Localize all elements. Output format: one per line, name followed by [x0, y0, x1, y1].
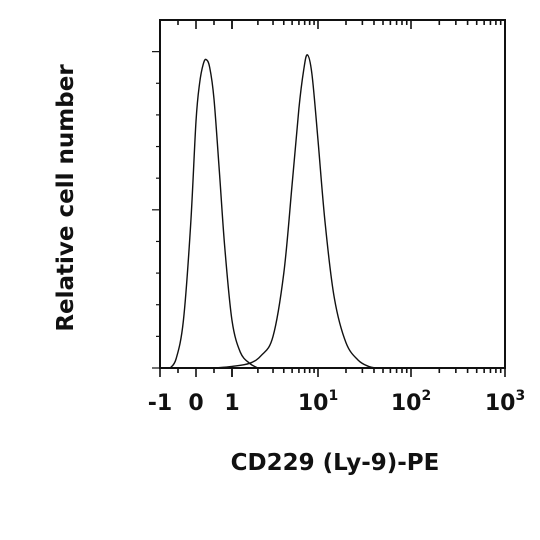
x-tick-label: 102 — [391, 388, 431, 416]
series-layer — [169, 54, 377, 369]
plot-border — [159, 19, 506, 369]
x-axis-title: CD229 (Ly-9)-PE — [231, 450, 440, 476]
histogram-curve-stained — [213, 54, 377, 369]
plot-frame — [159, 19, 506, 369]
y-axis-title: Relative cell number — [53, 64, 79, 332]
x-tick-label: 101 — [298, 388, 338, 416]
x-axis-tick-labels: -1 0 1 101 102 103 — [148, 388, 525, 416]
x-tick-label: 1 — [224, 391, 239, 416]
x-tick-label: -1 — [148, 391, 172, 416]
x-axis-ticks — [152, 20, 506, 377]
x-tick-label: 103 — [485, 388, 525, 416]
histogram-curve-control — [169, 58, 259, 369]
x-tick-label: 0 — [188, 391, 203, 416]
